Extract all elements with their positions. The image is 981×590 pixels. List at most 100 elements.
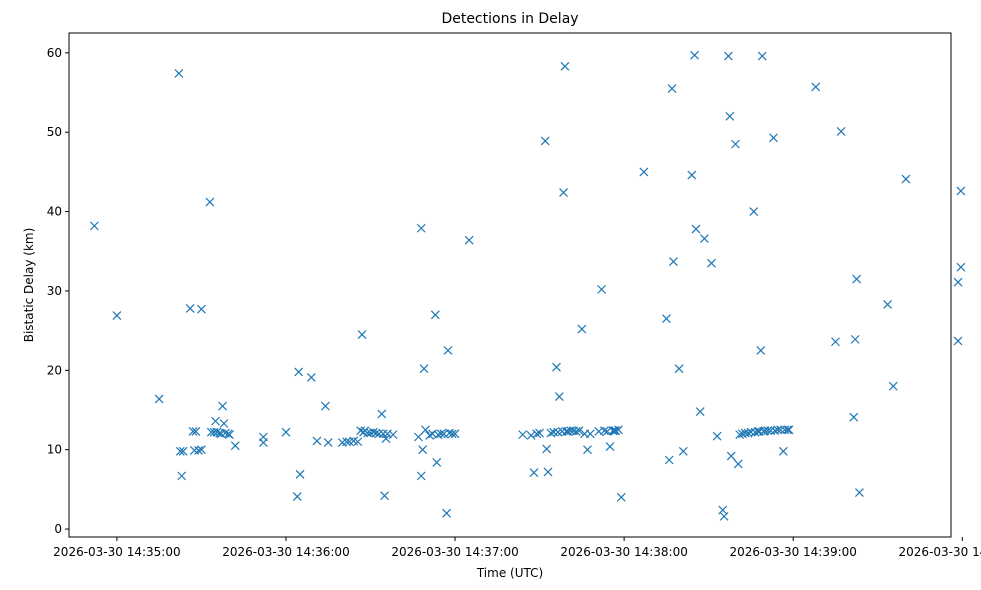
data-point	[773, 425, 783, 435]
data-point	[766, 426, 776, 436]
data-point	[425, 430, 435, 440]
data-point-stroke	[687, 170, 697, 180]
data-point-stroke	[529, 468, 539, 478]
data-point-stroke	[735, 430, 745, 440]
data-point-stroke	[312, 436, 322, 446]
data-point-stroke	[690, 50, 699, 60]
data-point-stroke	[418, 445, 428, 455]
data-point	[691, 224, 701, 234]
data-point-stroke	[197, 445, 206, 455]
x-tick-label: 2026-03-30 14:40:00	[899, 545, 981, 559]
data-point	[194, 446, 204, 455]
data-point	[700, 234, 709, 243]
data-point	[554, 392, 564, 401]
data-point-stroke	[433, 430, 443, 440]
y-axis: 0 10 20 30 40 50 60	[47, 46, 69, 536]
data-point-stroke	[836, 126, 846, 136]
data-point	[191, 427, 201, 436]
data-point-stroke	[901, 174, 911, 184]
data-point-stroke	[371, 428, 381, 438]
data-point	[687, 170, 697, 180]
data-point	[154, 394, 164, 404]
data-point	[669, 257, 678, 267]
data-point-stroke	[194, 446, 204, 455]
data-point	[532, 429, 542, 439]
data-point	[733, 459, 743, 469]
data-point-stroke	[225, 430, 235, 440]
data-point-stroke	[746, 427, 756, 437]
data-point	[616, 492, 626, 502]
data-point	[749, 207, 759, 217]
data-point	[281, 427, 291, 437]
data-point-stroke	[669, 257, 678, 267]
data-point-stroke	[89, 221, 99, 231]
data-point-stroke	[953, 336, 963, 346]
data-point	[188, 427, 198, 436]
data-point	[189, 446, 199, 455]
data-point	[421, 425, 430, 435]
chart-title: Detections in Delay	[441, 11, 578, 27]
data-point	[731, 139, 740, 149]
data-point-stroke	[518, 430, 528, 440]
data-point	[436, 429, 446, 439]
data-point-stroke	[439, 429, 449, 439]
data-point	[526, 430, 536, 440]
data-point	[377, 409, 387, 419]
data-point	[321, 401, 330, 411]
data-point-stroke	[780, 425, 790, 435]
data-point-stroke	[432, 457, 442, 467]
data-point	[112, 311, 122, 320]
data-point	[388, 430, 398, 440]
data-point-stroke	[883, 300, 893, 309]
x-axis: 2026-03-30 14:35:00 2026-03-30 14:36:00 20…	[53, 537, 981, 559]
data-point	[956, 262, 966, 272]
data-point-stroke	[416, 223, 426, 233]
data-point	[225, 430, 235, 440]
x-tick-label: 2026-03-30 14:36:00	[222, 545, 349, 559]
data-point	[611, 426, 621, 436]
data-point-stroke	[323, 438, 333, 447]
data-point	[540, 136, 550, 146]
data-point-stroke	[756, 346, 766, 355]
data-point-stroke	[700, 234, 709, 243]
data-point-stroke	[178, 446, 188, 456]
data-point	[312, 436, 322, 446]
x-tick-label: 2026-03-30 14:35:00	[53, 545, 180, 559]
data-point-stroke	[577, 324, 587, 334]
data-point	[695, 407, 705, 417]
data-point-stroke	[353, 437, 363, 447]
data-point-stroke	[388, 430, 398, 440]
data-point-stroke	[185, 303, 195, 313]
data-point-stroke	[374, 429, 384, 439]
data-point	[432, 457, 442, 467]
data-point-stroke	[854, 488, 864, 497]
data-point	[850, 334, 860, 344]
data-point-stroke	[784, 425, 794, 435]
data-point-stroke	[542, 444, 552, 454]
data-point-stroke	[563, 427, 573, 436]
data-point-stroke	[560, 61, 570, 71]
data-point	[725, 111, 735, 121]
data-point-stroke	[535, 428, 545, 438]
data-point-stroke	[442, 508, 452, 518]
y-axis-label: Bistatic Delay (km)	[22, 228, 36, 343]
data-point-stroke	[850, 334, 860, 344]
data-point-stroke	[425, 430, 435, 440]
data-point	[178, 446, 188, 456]
data-point	[418, 445, 428, 455]
data-point-stroke	[220, 428, 230, 438]
data-point	[661, 314, 671, 324]
data-point-stroke	[357, 330, 367, 340]
data-point	[956, 186, 966, 196]
data-point-stroke	[349, 436, 359, 446]
x-tick-label: 2026-03-30 14:39:00	[729, 545, 856, 559]
data-point	[953, 277, 963, 287]
data-point-stroke	[616, 492, 626, 502]
data-point	[342, 437, 351, 447]
data-point-stroke	[191, 427, 201, 436]
data-point-stroke	[295, 469, 305, 479]
x-tick-label: 2026-03-30 14:37:00	[391, 545, 518, 559]
data-point	[552, 362, 561, 372]
data-point-stroke	[447, 429, 457, 439]
data-point-stroke	[585, 429, 595, 439]
